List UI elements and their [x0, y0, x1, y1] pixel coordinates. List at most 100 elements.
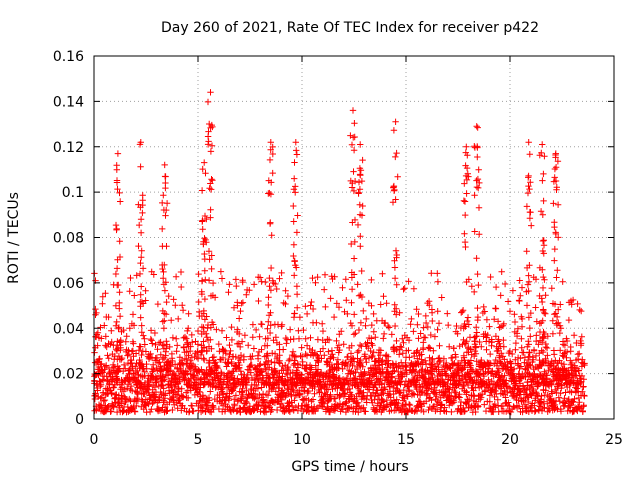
data-point — [406, 386, 413, 394]
data-point — [396, 388, 403, 396]
data-point — [208, 319, 216, 326]
data-point — [398, 344, 405, 351]
data-point — [350, 271, 358, 278]
data-point — [110, 403, 117, 410]
data-point — [99, 293, 106, 300]
data-point — [207, 370, 215, 378]
data-point — [308, 377, 316, 384]
data-point — [410, 378, 417, 385]
data-point — [203, 402, 210, 410]
data-point — [505, 399, 512, 406]
data-point — [207, 206, 214, 213]
data-point — [518, 344, 525, 351]
data-point — [463, 143, 470, 150]
data-point — [93, 359, 101, 366]
data-point — [132, 363, 139, 370]
data-point — [406, 354, 413, 361]
data-point — [353, 365, 361, 373]
data-point — [550, 347, 558, 354]
data-point — [243, 286, 251, 294]
data-point — [113, 226, 120, 234]
data-point — [379, 270, 386, 277]
data-point — [393, 337, 400, 345]
data-point — [333, 361, 341, 368]
data-point — [276, 352, 283, 359]
data-point — [291, 159, 298, 166]
data-point — [365, 381, 373, 388]
data-point — [309, 274, 316, 282]
data-point — [407, 321, 414, 328]
data-point — [544, 400, 551, 407]
data-point — [114, 185, 121, 193]
data-point — [179, 307, 187, 314]
data-point — [385, 324, 393, 331]
data-point — [428, 306, 436, 313]
data-point — [327, 295, 334, 302]
data-point — [557, 367, 564, 374]
data-point — [553, 274, 560, 281]
data-point — [576, 306, 583, 314]
data-point — [410, 361, 417, 368]
data-point — [522, 373, 529, 381]
data-point — [264, 325, 271, 332]
data-point — [435, 320, 443, 327]
data-point — [207, 148, 215, 155]
data-point — [326, 369, 333, 376]
data-point — [282, 334, 289, 342]
data-point — [492, 356, 499, 364]
data-point — [554, 201, 562, 208]
data-point — [321, 390, 328, 397]
data-point — [137, 139, 144, 146]
data-point — [140, 405, 147, 413]
data-point — [292, 380, 300, 388]
data-point — [478, 380, 486, 388]
data-point — [132, 350, 140, 357]
data-point — [108, 390, 115, 397]
data-point — [438, 401, 446, 408]
data-point — [94, 329, 102, 336]
data-point — [565, 396, 572, 403]
data-point — [553, 320, 560, 327]
data-point — [137, 291, 144, 298]
data-point — [302, 335, 309, 342]
data-point — [509, 287, 517, 294]
data-point — [545, 367, 552, 374]
data-point — [333, 366, 340, 374]
data-point — [461, 357, 468, 364]
data-point — [180, 393, 187, 401]
data-point — [410, 285, 418, 292]
data-point — [302, 380, 309, 387]
data-point — [228, 360, 235, 367]
data-point — [393, 396, 400, 403]
data-point — [163, 338, 170, 345]
data-point — [258, 346, 265, 353]
data-point — [486, 323, 493, 330]
data-point — [355, 347, 362, 354]
data-point — [539, 177, 546, 184]
data-point — [237, 343, 244, 351]
data-point — [507, 408, 515, 416]
data-point — [383, 403, 390, 410]
data-point — [339, 365, 346, 373]
data-point — [105, 355, 112, 362]
data-point — [551, 257, 558, 264]
data-point — [162, 279, 169, 286]
x-tick-label: 15 — [397, 432, 415, 448]
data-point — [168, 317, 175, 324]
data-point — [276, 275, 283, 282]
data-point — [491, 316, 498, 323]
data-point — [373, 376, 380, 384]
data-point — [269, 143, 276, 151]
data-point — [111, 381, 119, 388]
data-point — [449, 354, 456, 361]
data-point — [464, 398, 471, 405]
data-point — [149, 400, 156, 407]
data-point — [500, 365, 507, 372]
data-point — [440, 407, 447, 414]
data-point — [193, 353, 200, 361]
data-point — [251, 364, 259, 371]
data-point — [390, 127, 398, 134]
data-point — [306, 345, 313, 353]
data-point — [434, 326, 441, 333]
data-point — [526, 262, 533, 269]
